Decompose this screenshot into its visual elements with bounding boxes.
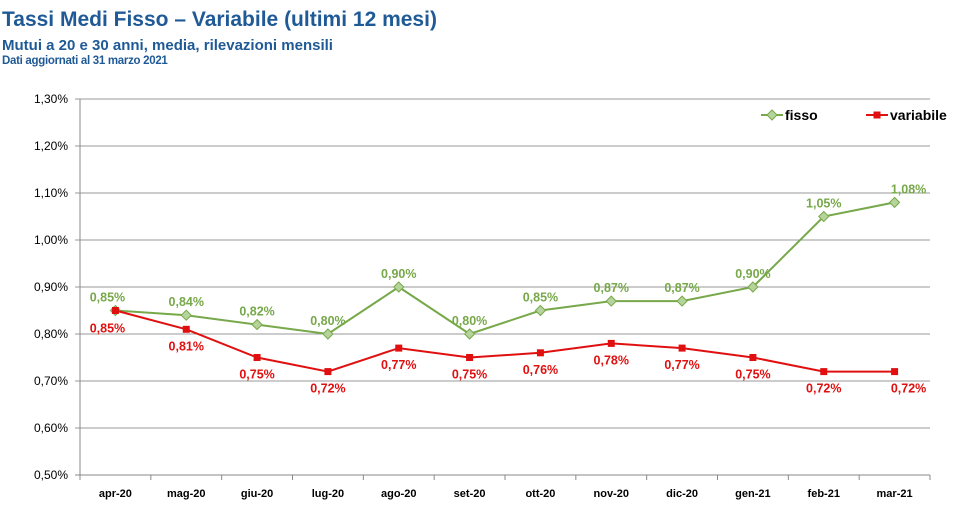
x-tick-label: feb-21 [808,488,840,500]
data-point-variabile [678,344,686,352]
x-tick-label: dic-20 [666,488,698,500]
data-point-variabile [749,354,757,361]
y-tick-label: 0,60% [34,421,68,435]
data-label-variabile: 0,76% [523,363,558,377]
data-label-fisso: 0,85% [523,291,558,305]
data-label-fisso: 0,82% [239,305,274,319]
data-label-variabile: 0,72% [806,382,841,396]
y-tick-label: 0,90% [34,280,68,294]
data-label-fisso: 0,87% [594,281,629,295]
data-label-variabile: 0,78% [594,353,629,367]
chart-subtitle: Mutui a 20 e 30 anni, media, rilevazioni… [2,37,333,54]
data-point-variabile [466,354,474,361]
data-label-fisso: 0,87% [664,281,699,295]
x-tick-label: ott-20 [525,488,555,500]
data-point-fisso [676,295,688,307]
data-label-fisso: 0,90% [381,267,416,281]
data-point-fisso [605,295,617,307]
data-point-variabile [536,349,544,357]
data-point-fisso [180,309,192,321]
legend-label-fisso: fisso [785,107,818,123]
data-label-fisso: 1,05% [806,197,841,211]
data-point-variabile [111,307,119,314]
x-tick-label: gen-21 [735,488,770,500]
data-label-variabile: 0,75% [452,368,487,382]
data-label-variabile: 0,81% [169,339,204,353]
data-point-variabile [182,325,190,333]
y-tick-label: 0,70% [34,374,68,388]
data-label-fisso: 0,90% [735,267,770,281]
legend-marker-variabile [873,111,881,119]
data-point-fisso [322,328,334,340]
y-tick-label: 1,00% [34,233,68,247]
y-tick-label: 0,50% [34,468,68,482]
data-point-fisso [463,328,476,340]
series-line-variabile [115,309,895,373]
data-label-fisso: 0,80% [310,314,345,328]
data-point-fisso [393,281,405,293]
x-tick-label: mar-21 [877,488,913,500]
data-label-variabile: 0,77% [381,358,416,372]
x-tick-label: nov-20 [594,488,629,500]
data-point-variabile [324,368,332,376]
y-tick-label: 1,30% [34,92,68,106]
y-tick-label: 0,80% [34,327,68,341]
legend-marker-fisso [766,109,778,121]
series-line-fisso [115,201,895,336]
x-tick-label: ago-20 [381,488,416,500]
x-tick-label: set-20 [454,488,486,500]
data-point-fisso [534,304,547,317]
data-point-variabile [607,339,615,347]
data-point-variabile [253,354,261,361]
legend-label-variabile: variabile [890,107,947,123]
data-label-fisso: 0,80% [452,314,487,328]
data-label-fisso: 0,84% [169,295,204,309]
data-point-variabile [820,368,828,376]
data-label-fisso: 1,08% [891,182,926,196]
data-label-variabile: 0,75% [239,368,274,382]
data-point-fisso [251,318,263,331]
data-point-fisso [747,281,759,293]
update-note: Dati aggiornati al 31 marzo 2021 [2,55,168,67]
data-label-variabile: 0,72% [310,382,345,396]
x-tick-label: apr-20 [99,488,132,500]
data-label-variabile: 0,72% [891,382,926,396]
x-tick-label: giu-20 [241,488,273,500]
y-tick-label: 1,10% [34,186,68,200]
data-point-variabile [395,344,403,352]
chart-title: Tassi Medi Fisso – Variabile (ultimi 12 … [2,8,437,31]
data-label-variabile: 0,85% [90,322,125,336]
data-label-variabile: 0,75% [735,368,770,382]
data-label-fisso: 0,85% [90,291,125,305]
data-point-variabile [891,368,899,376]
data-point-fisso [818,210,830,223]
y-tick-label: 1,20% [34,139,68,153]
data-point-fisso [888,196,901,209]
data-label-variabile: 0,77% [664,358,699,372]
x-tick-label: mag-20 [167,488,206,500]
x-tick-label: lug-20 [312,488,344,500]
